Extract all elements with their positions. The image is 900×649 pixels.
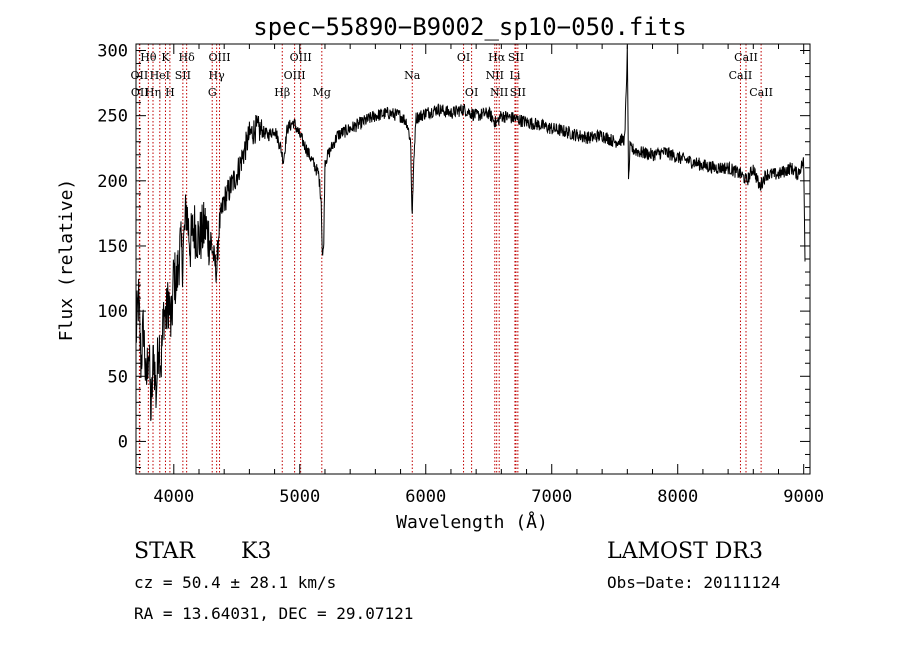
x-tick-label: 9000: [783, 487, 824, 507]
y-tick-label: 300: [97, 42, 128, 62]
redshift-text: cz = 50.4 ± 28.1 km/s: [134, 573, 336, 592]
line-marker-label: CaII: [749, 86, 773, 99]
object-subclass: K3: [241, 539, 271, 564]
y-tick-label: 100: [97, 302, 128, 322]
line-marker-label: Hγ: [209, 69, 226, 82]
spectrum-line: [135, 45, 806, 421]
y-tick-label: 250: [97, 107, 128, 127]
line-marker-label: HeI: [150, 69, 170, 82]
line-marker-label: H: [165, 86, 175, 99]
x-tick-label: 8000: [657, 487, 698, 507]
chart-title: spec−55890−B9002_sp10−050.fits: [253, 13, 686, 41]
y-tick-label: 0: [118, 432, 128, 452]
x-axis-label: Wavelength (Å): [396, 511, 548, 533]
line-marker-label: Hα: [488, 51, 506, 64]
line-marker-label: OIII: [284, 69, 306, 82]
line-marker-label: SII: [508, 51, 524, 64]
line-marker-label: SII: [175, 69, 191, 82]
line-marker-label: Hθ: [140, 51, 157, 64]
line-marker-label: OI: [457, 51, 470, 64]
line-marker-label: OII: [131, 69, 149, 82]
axis-ticks: 4000 5000 6000 7000 8000 9000 0 50 100 150 200 250 3…: [97, 42, 824, 507]
object-class: STAR: [134, 539, 196, 564]
line-marker-label: OIII: [208, 51, 230, 64]
x-tick-label: 4000: [153, 487, 194, 507]
x-tick-label: 5000: [279, 487, 320, 507]
line-marker-label: Hδ: [179, 51, 196, 64]
line-marker-label: OI: [465, 86, 478, 99]
line-marker-label: Na: [404, 69, 421, 82]
x-tick-label: 7000: [531, 487, 572, 507]
line-marker-label: K: [161, 51, 170, 64]
line-marker-label: CaII: [734, 51, 758, 64]
line-marker-label: SII: [510, 86, 526, 99]
y-tick-label: 50: [108, 367, 128, 387]
line-marker-label: CaII: [729, 69, 753, 82]
line-markers: [138, 44, 762, 474]
x-tick-label: 6000: [405, 487, 446, 507]
line-marker-label: Hβ: [274, 86, 290, 99]
obs-date-text: Obs−Date: 20111124: [607, 573, 780, 592]
line-marker-label: NII: [486, 69, 504, 82]
survey-name: LAMOST DR3: [607, 539, 763, 564]
line-marker-label: Mg: [313, 86, 331, 99]
line-marker-label: Li: [510, 69, 521, 82]
line-marker-label: Hη: [145, 86, 161, 99]
line-marker-label: G: [208, 86, 217, 99]
y-tick-label: 150: [97, 237, 128, 257]
y-tick-label: 200: [97, 172, 128, 192]
line-marker-label: NII: [490, 86, 508, 99]
y-axis-label: Flux (relative): [56, 179, 77, 342]
line-marker-label: OIII: [290, 51, 312, 64]
coordinates-text: RA = 13.64031, DEC = 29.07121: [134, 604, 413, 623]
line-marker-label: OII: [131, 86, 149, 99]
